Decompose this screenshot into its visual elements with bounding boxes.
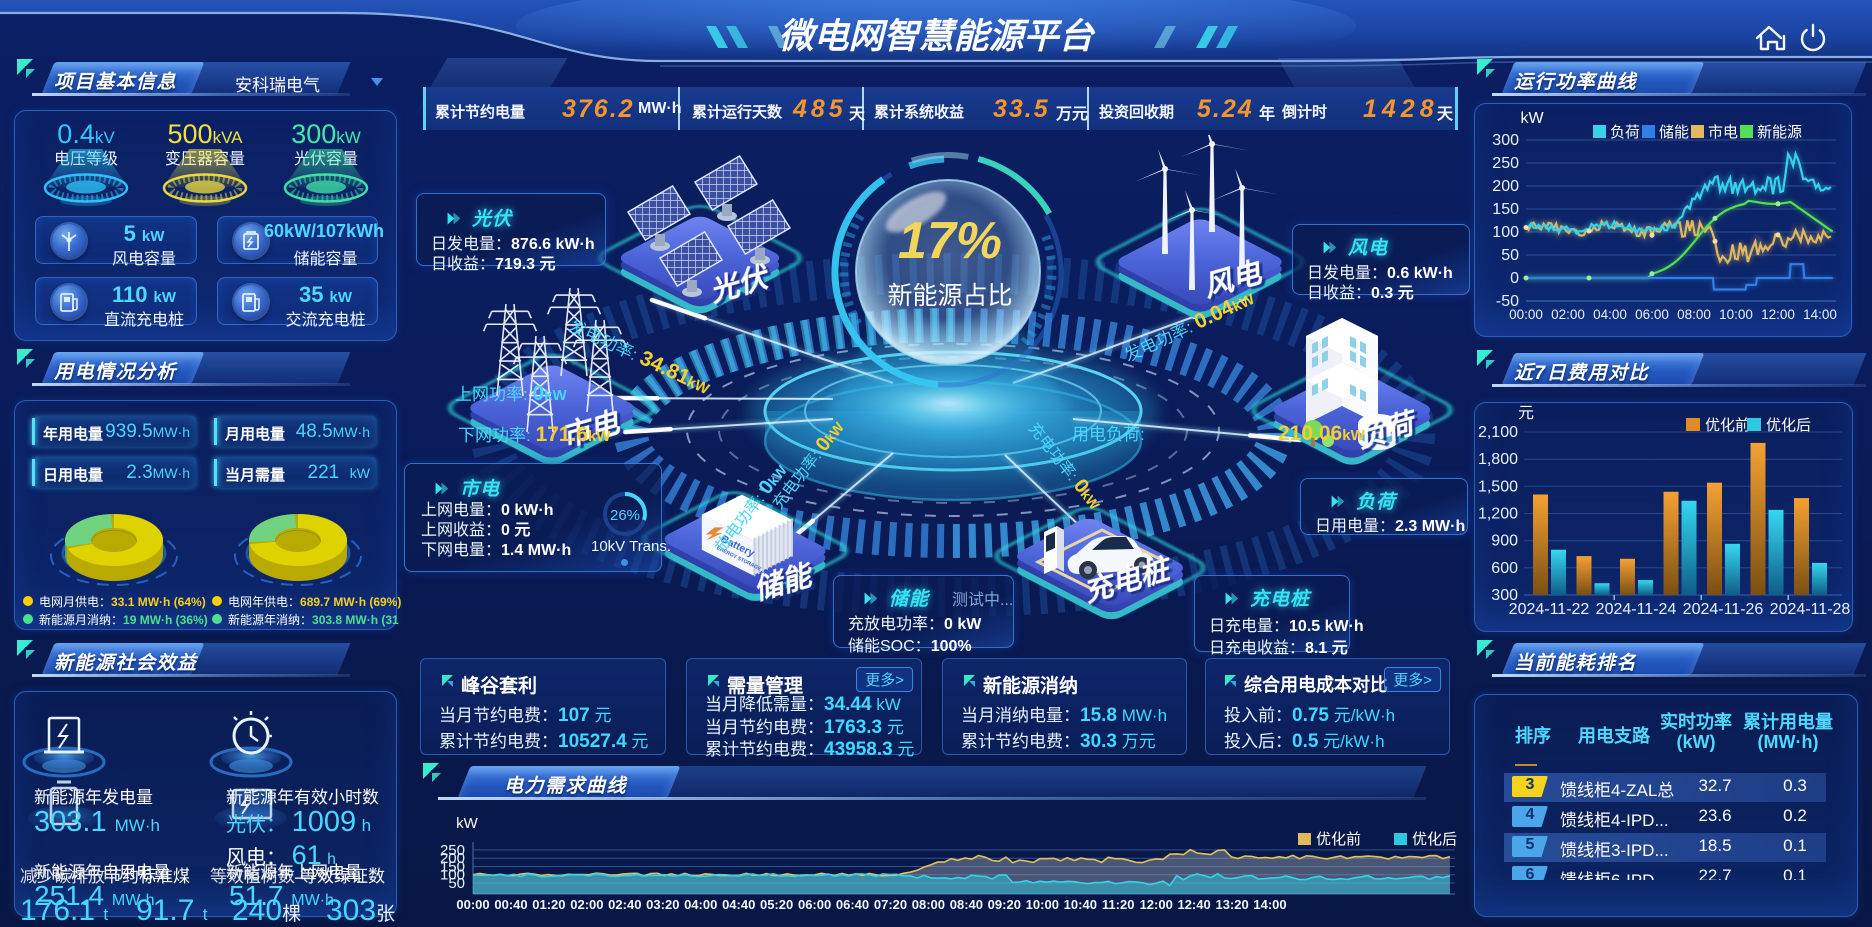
svg-text:01:20: 01:20 [532,897,565,912]
svg-text:04:00: 04:00 [684,897,717,912]
svg-text:08:00: 08:00 [912,897,945,912]
svg-text:2024-11-28: 2024-11-28 [1770,601,1851,618]
svg-text:300: 300 [1491,587,1518,604]
svg-text:14:00: 14:00 [1803,307,1837,322]
svg-text:00:00: 00:00 [1509,307,1543,322]
svg-text:06:00: 06:00 [1635,307,1669,322]
svg-text:1,200: 1,200 [1478,506,1518,523]
svg-text:12:00: 12:00 [1140,897,1173,912]
svg-text:200: 200 [1492,178,1519,195]
svg-text:150: 150 [440,859,465,876]
svg-text:05:20: 05:20 [760,897,793,912]
svg-text:2,100: 2,100 [1478,424,1518,441]
svg-text:04:40: 04:40 [722,897,755,912]
svg-text:06:00: 06:00 [798,897,831,912]
svg-text:kW: kW [1520,110,1544,127]
svg-text:08:00: 08:00 [1677,307,1711,322]
svg-text:26%: 26% [610,507,640,524]
svg-text:10:00: 10:00 [1719,307,1753,322]
svg-text:10:40: 10:40 [1064,897,1097,912]
svg-text:300: 300 [1492,132,1519,149]
svg-text:100: 100 [1492,224,1519,241]
svg-text:04:00: 04:00 [1593,307,1627,322]
svg-text:0: 0 [1510,270,1519,287]
svg-text:用电负荷:: 用电负荷: [1072,425,1145,444]
svg-text:kW: kW [456,815,479,832]
svg-text:1,500: 1,500 [1478,478,1518,495]
svg-text:250: 250 [1492,155,1519,172]
svg-text:优化前: 优化前 [1705,417,1750,434]
svg-text:微电网智慧能源平台: 微电网智慧能源平台 [778,17,1095,56]
svg-text:12:00: 12:00 [1761,307,1795,322]
svg-text:02:00: 02:00 [1551,307,1585,322]
svg-text:12:40: 12:40 [1177,897,1210,912]
svg-text:00:40: 00:40 [494,897,527,912]
svg-text:03:20: 03:20 [646,897,679,912]
svg-text:09:20: 09:20 [988,897,1021,912]
svg-text:600: 600 [1491,560,1518,577]
svg-text:06:40: 06:40 [836,897,869,912]
svg-text:2024-11-24: 2024-11-24 [1596,601,1677,618]
svg-text:08:40: 08:40 [950,897,983,912]
svg-text:50: 50 [1501,247,1519,264]
svg-text:负荷: 负荷 [1610,124,1640,141]
svg-text:00:00: 00:00 [456,897,489,912]
svg-text:优化后: 优化后 [1766,417,1811,434]
svg-text:02:00: 02:00 [570,897,603,912]
svg-text:元: 元 [1518,405,1534,422]
svg-text:1,800: 1,800 [1478,451,1518,468]
svg-text:14:00: 14:00 [1253,897,1286,912]
svg-text:2024-11-22: 2024-11-22 [1509,601,1590,618]
svg-text:下网功率: 171.6kW: 下网功率: 171.6kW [458,423,611,446]
svg-text:250: 250 [440,842,465,859]
svg-text:17%: 17% [898,212,1002,270]
svg-text:0.4kV: 0.4kV [57,119,115,149]
svg-text:13:20: 13:20 [1215,897,1248,912]
svg-text:新能源占比: 新能源占比 [887,282,1012,310]
svg-text:2024-11-26: 2024-11-26 [1683,601,1764,618]
svg-text:07:20: 07:20 [874,897,907,912]
svg-text:11:20: 11:20 [1102,897,1135,912]
svg-text:150: 150 [1492,201,1519,218]
svg-text:上网功率: 0kW: 上网功率: 0kW [455,382,567,405]
svg-text:10:00: 10:00 [1026,897,1059,912]
svg-text:02:40: 02:40 [608,897,641,912]
svg-text:市电: 市电 [1708,124,1738,141]
svg-text:优化前: 优化前 [1316,831,1361,848]
svg-text:50: 50 [448,875,465,892]
svg-text:100: 100 [440,867,465,884]
svg-text:200: 200 [440,850,465,867]
svg-text:储能: 储能 [1659,124,1689,141]
svg-text:-50: -50 [1496,293,1519,310]
svg-text:210.06kW: 210.06kW [1278,422,1366,445]
svg-text:500kVA: 500kVA [168,119,244,149]
svg-text:300kW: 300kW [291,119,361,149]
svg-text:优化后: 优化后 [1412,831,1457,848]
svg-text:900: 900 [1491,533,1518,550]
svg-text:新能源: 新能源 [1757,124,1802,141]
